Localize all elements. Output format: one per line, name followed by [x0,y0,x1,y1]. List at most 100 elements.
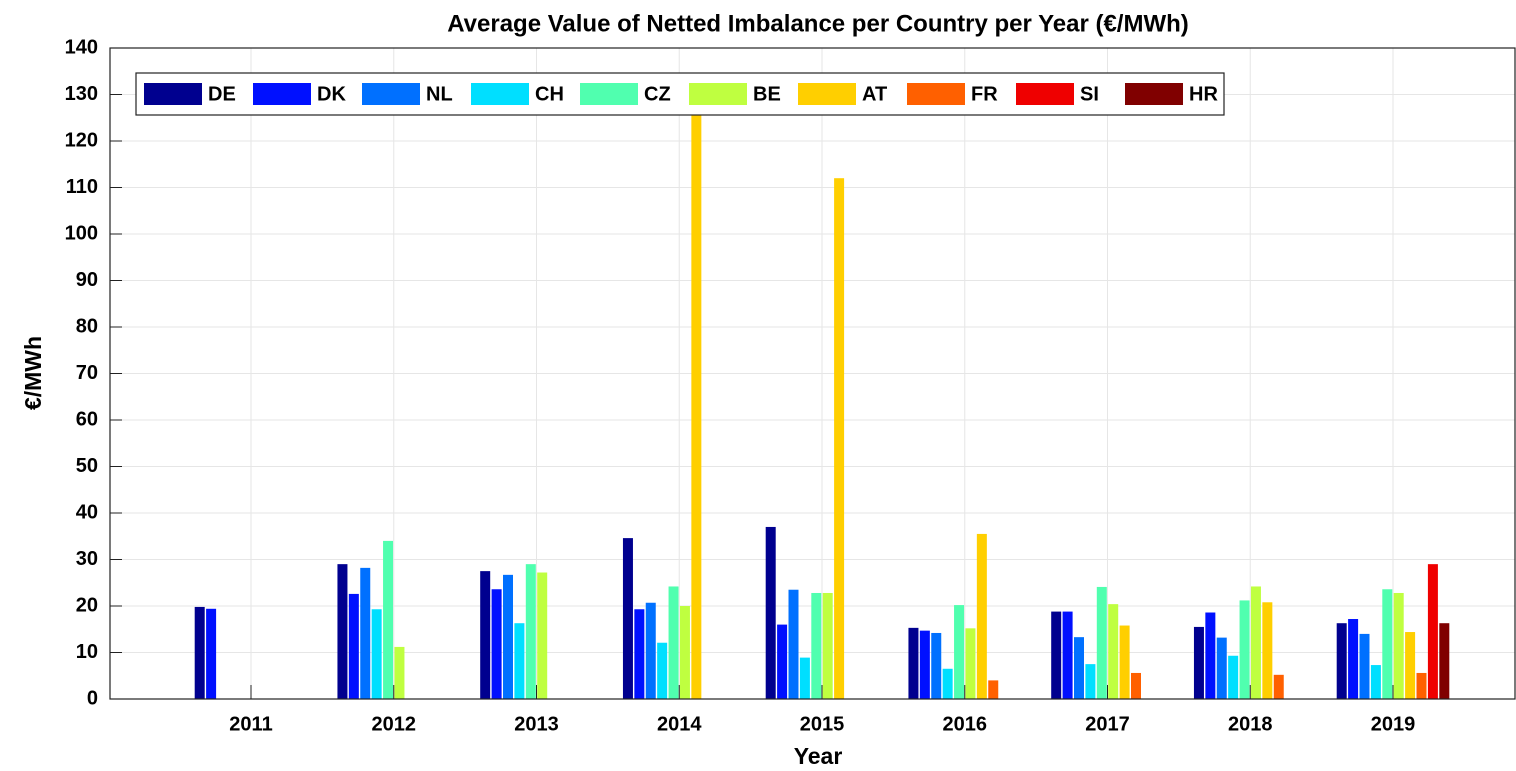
bar [394,646,405,699]
bar [1348,619,1359,699]
bar [942,668,953,699]
legend-swatch [1125,83,1183,105]
bar [822,592,833,699]
bar [1085,664,1096,699]
y-tick-label: 10 [76,641,98,663]
legend-label: CZ [644,83,671,105]
bar [1096,586,1107,699]
bar [1193,626,1204,699]
bar [1262,602,1273,699]
bar [337,564,348,699]
bar [811,592,822,699]
bar [1108,604,1119,699]
bar [657,642,668,699]
bar [1051,611,1062,699]
legend-swatch [580,83,638,105]
y-tick-label: 0 [87,687,98,709]
bar [537,572,548,699]
y-tick-label: 40 [76,501,98,523]
plot-frame [109,47,1516,700]
y-tick-label: 20 [76,594,98,616]
bar [1427,564,1438,699]
legend-label: NL [426,83,453,105]
legend-swatch [1016,83,1074,105]
legend-label: DK [317,83,346,105]
y-tick-label: 100 [65,222,98,244]
bar [194,606,205,699]
bar [1119,625,1130,699]
legend-swatch [471,83,529,105]
bar [788,589,799,699]
bar [360,567,371,699]
legend-swatch [144,83,202,105]
bar [514,623,525,699]
y-tick-label: 50 [76,455,98,477]
y-tick-label: 70 [76,362,98,384]
legend-swatch [689,83,747,105]
bar [919,630,930,699]
bar [1405,632,1416,699]
bar [988,680,999,699]
chart-title: Average Value of Netted Imbalance per Co… [447,10,1189,37]
bar [1239,600,1250,699]
y-tick-label: 110 [66,176,98,198]
bar [954,605,965,699]
y-tick-label: 130 [65,83,98,105]
bar [976,533,987,699]
bar [622,538,633,699]
x-tick-label: 2019 [1371,713,1416,735]
bar [1382,589,1393,699]
bar [668,586,679,699]
bar [1359,633,1370,699]
y-tick-label: 80 [76,315,98,337]
legend-swatch [798,83,856,105]
legend-label: CH [535,83,564,105]
bar [383,540,394,699]
bar [1205,612,1216,699]
bar [634,609,645,699]
y-axis-label: €/MWh [20,336,46,410]
bar [1074,637,1084,699]
bar [1228,655,1239,699]
bar [491,589,502,699]
bar [765,526,776,699]
x-tick-label: 2012 [372,713,417,735]
y-tick-label: 60 [76,408,98,430]
bar [1336,623,1347,699]
legend-swatch [907,83,965,105]
bar [931,632,942,699]
bar [371,609,382,699]
bar [503,574,513,699]
legend-label: AT [862,83,887,105]
bar [1131,672,1141,699]
bar [965,628,976,699]
bar [1273,674,1284,699]
x-tick-label: 2016 [943,713,988,735]
bar [1439,623,1450,699]
bar [1250,586,1261,699]
x-tick-label: 2018 [1228,713,1273,735]
bar [1393,592,1404,699]
legend-label: DE [208,83,236,105]
y-tick-label: 120 [65,129,98,151]
x-axis-label: Year [794,743,843,769]
bar [679,606,690,699]
bar [1216,637,1227,699]
bar [834,178,845,699]
bar [691,113,702,700]
legend-swatch [253,83,311,105]
bar [777,624,788,699]
bar [645,602,656,699]
x-tick-label: 2015 [800,713,845,735]
bar [525,564,536,699]
bar [908,627,919,699]
bar [1062,611,1073,699]
legend-label: HR [1189,83,1218,105]
bar [480,571,491,699]
legend-label: FR [971,83,998,105]
legend-label: SI [1080,83,1099,105]
x-tick-label: 2017 [1085,713,1130,735]
legend-label: BE [753,83,781,105]
